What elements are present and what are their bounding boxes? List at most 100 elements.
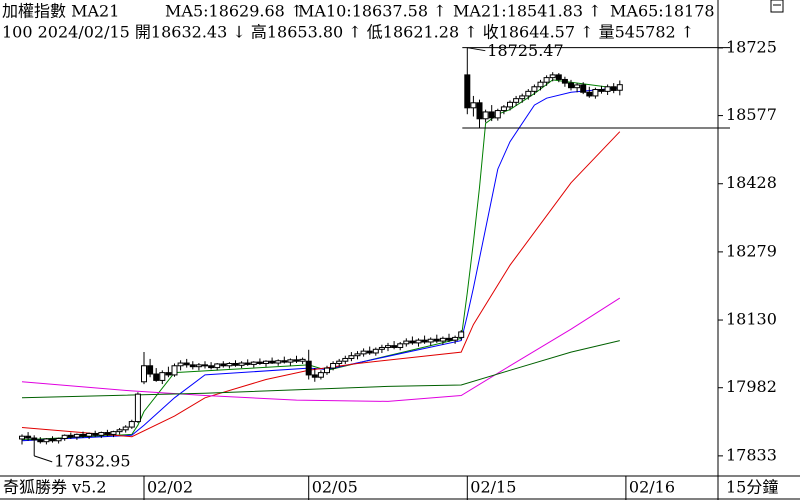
candle-body [500, 106, 507, 112]
ma-line [21, 297, 621, 402]
candle-body [311, 374, 318, 378]
candle-body [202, 364, 208, 367]
window-icon[interactable] [770, 0, 784, 13]
candle-body [494, 110, 501, 119]
candle-body [610, 86, 617, 91]
candle-body [372, 348, 379, 354]
candle-body [482, 111, 489, 120]
candle-body [55, 437, 62, 442]
candle-body [92, 432, 99, 436]
candle-body [446, 337, 452, 341]
x-tick-label: 02/02 [147, 478, 193, 497]
candle-body [141, 365, 147, 383]
candle-body [305, 360, 312, 376]
candle-body [537, 81, 544, 88]
candle-body [525, 90, 532, 97]
candle-body [244, 362, 251, 365]
candle-body [458, 331, 465, 338]
y-tick-label: 18130 [726, 310, 777, 329]
y-tick-label: 18725 [726, 37, 777, 56]
candle-body [519, 95, 526, 100]
candle-body [366, 350, 373, 354]
candle-body [19, 435, 25, 440]
x-tick-label: 02/15 [470, 478, 516, 497]
ma-line [21, 79, 620, 441]
candle-body [104, 432, 111, 435]
candle-body [549, 74, 556, 79]
candle-body [61, 434, 68, 439]
chart-title: 加權指數 MA21 [2, 2, 119, 21]
candle-body [171, 365, 178, 376]
candle-body [250, 361, 257, 365]
candle-body [159, 372, 166, 381]
candle-body [360, 350, 367, 355]
candle-body [543, 77, 550, 83]
candle-body [433, 338, 440, 342]
candle-body [67, 434, 74, 438]
ma-label: MA65:18178 [610, 2, 715, 21]
candle-body [409, 340, 416, 344]
high-label: 18725.47 [487, 41, 563, 60]
candle-body [73, 433, 80, 438]
candle-body [330, 362, 337, 369]
candle-body [281, 360, 288, 363]
candle-body [134, 393, 141, 423]
candle-body [586, 91, 593, 97]
candle-body [507, 101, 513, 108]
y-tick-label: 18279 [726, 241, 777, 260]
ma-label: MA10:18637.58 ↑ [298, 2, 447, 21]
candle-body [220, 363, 227, 367]
ma-line [21, 87, 620, 442]
candle-body [128, 421, 135, 428]
candle-body [421, 339, 428, 343]
candle-body [98, 432, 105, 436]
candle-body [378, 346, 385, 350]
candle-body [574, 84, 581, 89]
candle-body [147, 365, 154, 375]
candle-body [531, 86, 538, 92]
candle-body [488, 111, 495, 119]
candle-body [183, 362, 190, 366]
candle-body [391, 345, 398, 348]
candle-body [403, 340, 410, 345]
candle-body [354, 353, 361, 357]
candle-body [287, 359, 294, 363]
y-tick-label: 18428 [726, 173, 777, 192]
candle-body [263, 360, 269, 364]
candle-body [269, 360, 276, 364]
candle-body [195, 364, 202, 368]
candle-body [110, 431, 117, 435]
candle-body [324, 367, 330, 374]
candle-body [397, 343, 404, 348]
ma-label: MA21:18541.83 ↑ [453, 2, 602, 21]
candle-body [415, 339, 422, 344]
candle-body [342, 357, 349, 362]
ma-line [21, 340, 620, 399]
candle-body [616, 84, 623, 91]
candle-body [470, 102, 477, 109]
ma-label: MA5:18629.68 ↑ [165, 2, 303, 21]
candle-body [189, 364, 196, 368]
candle-body [226, 362, 233, 367]
candle-body [592, 89, 599, 97]
candle-body [122, 426, 129, 431]
candle-body [476, 102, 483, 120]
candle-body [116, 429, 123, 433]
candle-body [348, 355, 355, 359]
y-tick-label: 17833 [726, 445, 777, 464]
candle-body [43, 438, 50, 443]
candle-body [214, 363, 221, 369]
candle-body [568, 82, 574, 89]
candle-body [439, 337, 446, 342]
candle-body [208, 365, 215, 369]
footer-right: 15分鐘 [726, 478, 778, 497]
footer-left: 奇狐勝券 v5.2 [3, 478, 107, 497]
candle-body [385, 345, 391, 348]
candle-body [580, 84, 587, 93]
candle-body [299, 358, 306, 362]
candle-body [256, 361, 263, 364]
candle-body [555, 74, 562, 80]
